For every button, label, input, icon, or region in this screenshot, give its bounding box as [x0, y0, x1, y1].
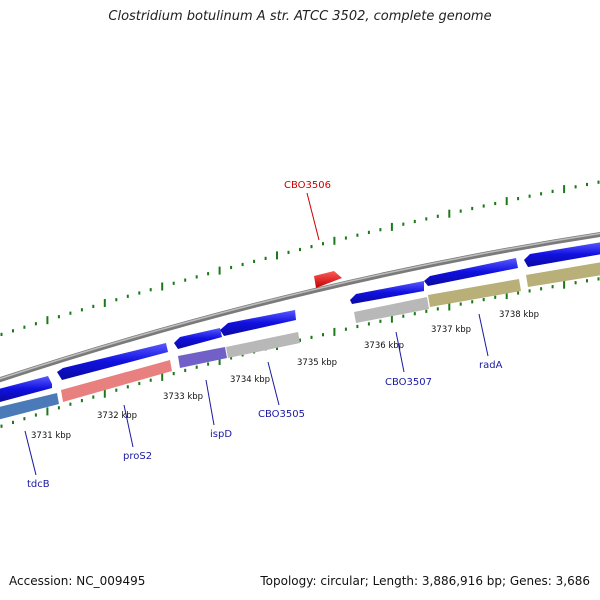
genome-backbone	[0, 232, 600, 383]
gene-label-radA[interactable]: radA	[479, 360, 503, 371]
feature-bar-CBO3507a[interactable]	[354, 297, 429, 323]
map-title: Clostridium botulinum A str. ATCC 3502, …	[108, 9, 492, 24]
kbp-label: 3732 kbp	[97, 411, 137, 421]
feature-bar-proS2[interactable]	[61, 360, 172, 402]
accession-text: Accession: NC_009495	[9, 574, 146, 588]
gene-arrow-CBO3505[interactable]	[220, 310, 296, 336]
feature-bar-next[interactable]	[526, 262, 600, 287]
genome-backbone-highlight	[0, 232, 600, 380]
gene-arrow-CBO3506[interactable]	[314, 271, 342, 288]
inner-tick-ring	[0, 277, 600, 428]
reverse-features	[0, 262, 600, 420]
gene-arrow-proS2[interactable]	[57, 343, 168, 380]
gene-label-leaders	[24, 313, 489, 476]
gene-label-CBO3506[interactable]: CBO3506	[284, 180, 331, 191]
gene-label-CBO3505[interactable]: CBO3505	[258, 409, 305, 420]
gene-arrow-next[interactable]	[524, 242, 600, 267]
gene-arrow-tdcB[interactable]	[0, 376, 52, 402]
highlight-leader	[306, 192, 320, 241]
gene-label-CBO3507[interactable]: CBO3507	[385, 377, 432, 388]
kbp-label: 3731 kbp	[31, 431, 71, 441]
kbp-label: 3738 kbp	[499, 310, 539, 320]
summary-text: Topology: circular; Length: 3,886,916 bp…	[260, 574, 590, 588]
feature-bar-tdcB[interactable]	[0, 393, 59, 420]
gene-arrow-radA[interactable]	[424, 258, 518, 286]
gene-label-tdcB[interactable]: tdcB	[27, 479, 50, 490]
gene-arrow-ispD[interactable]	[174, 328, 222, 349]
kbp-label: 3736 kbp	[364, 341, 404, 351]
outer-tick-ring	[0, 180, 600, 336]
gene-arrow-CBO3507[interactable]	[350, 281, 424, 304]
forward-genes	[0, 242, 600, 402]
gene-label-ispD[interactable]: ispD	[210, 429, 232, 440]
gene-label-proS2[interactable]: proS2	[123, 451, 152, 462]
feature-bar-ispD[interactable]	[178, 347, 227, 368]
kbp-label: 3734 kbp	[230, 375, 270, 385]
kbp-label: 3735 kbp	[297, 358, 337, 368]
feature-bar-radA[interactable]	[428, 279, 521, 307]
kbp-label: 3733 kbp	[163, 392, 203, 402]
feature-bar-CBO3505a[interactable]	[226, 332, 300, 358]
kbp-label: 3737 kbp	[431, 325, 471, 335]
